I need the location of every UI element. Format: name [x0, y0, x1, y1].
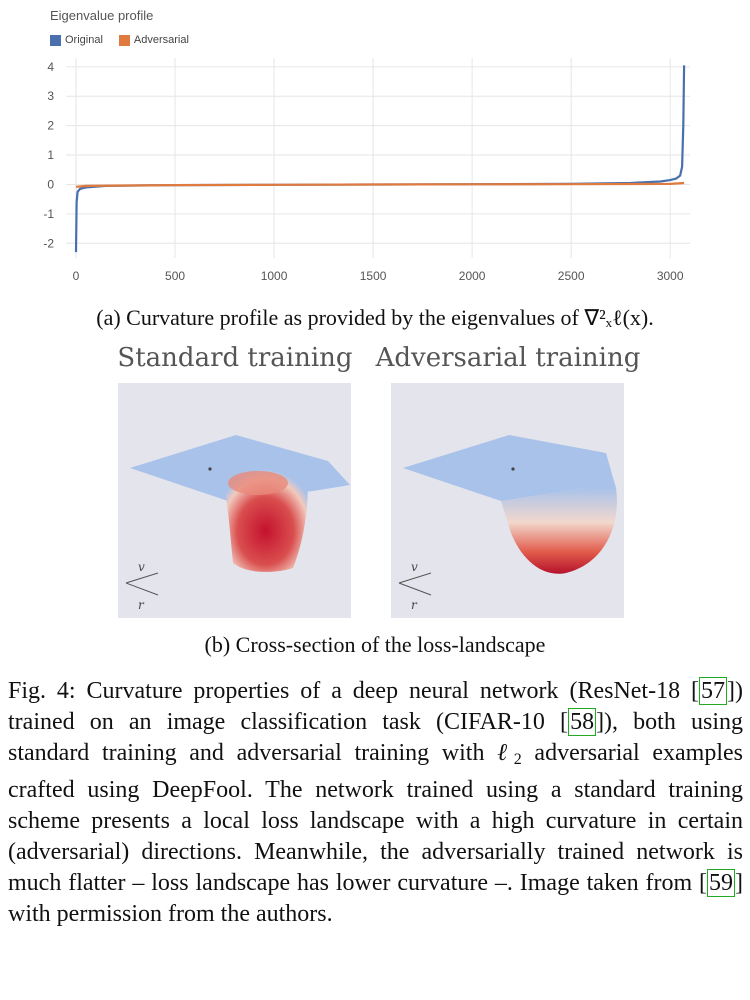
x-tick-label: 0 — [73, 269, 80, 283]
body-part-2: ]) trained on an image classification ta… — [8, 678, 743, 735]
y-tick-label: -1 — [43, 207, 54, 221]
series-line-adversarial — [75, 181, 685, 188]
x-tick-label: 500 — [165, 269, 185, 283]
legend-label-original: Original — [65, 34, 103, 46]
legend-item-adversarial: Adversarial — [118, 34, 189, 46]
citation-59[interactable]: 59 — [707, 869, 735, 897]
figure-caption-body: Fig. 4: Curvature properties of a deep n… — [8, 676, 743, 930]
legend-swatch-adversarial — [118, 34, 130, 46]
standard-training-title: Standard training — [117, 343, 353, 373]
legend-item-original: Original — [50, 34, 103, 46]
ell-subscript: 2 — [513, 751, 522, 768]
body-part-1: Fig. 4: Curvature properties of a deep n… — [8, 678, 700, 704]
chart-legend: Original Adversarial — [50, 34, 189, 46]
y-tick-label: 3 — [47, 89, 54, 103]
adversarial-training-title: Adversarial training — [375, 343, 641, 373]
standard-landscape-image: v r — [118, 383, 351, 618]
y-tick-label: 4 — [47, 60, 54, 74]
legend-swatch-original — [50, 34, 61, 46]
standard-axis-v: v — [138, 560, 145, 574]
body-part-5: ] with permission from the authors. — [8, 870, 743, 927]
x-tick-label: 2000 — [459, 269, 486, 283]
adversarial-landscape-image: v r — [391, 383, 624, 618]
chart-grid — [66, 58, 690, 258]
x-tick-label: 2500 — [558, 269, 585, 283]
series-line-original — [74, 65, 686, 253]
body-part-3: ]), both using standard training and adv… — [8, 709, 743, 766]
y-tick-label: 2 — [47, 119, 54, 133]
body-part-4: adversarial examples crafted using DeepF… — [8, 740, 743, 896]
adversarial-axis-v: v — [411, 560, 418, 574]
caption-a: (a) Curvature profile as provided by the… — [96, 305, 654, 330]
adversarial-axis-r: r — [411, 598, 418, 612]
x-tick-label: 1000 — [261, 269, 288, 283]
y-tick-label: -2 — [43, 236, 54, 250]
y-tick-label: 1 — [47, 148, 54, 162]
standard-axis-r: r — [138, 598, 145, 612]
citation-57[interactable]: 57 — [699, 677, 728, 705]
chart-ticks: 0 500 1000 1500 2000 2500 3000 4 3 2 1 0 -1 -2 — [43, 60, 684, 283]
y-tick-label: 0 — [47, 177, 54, 191]
x-tick-label: 1500 — [360, 269, 387, 283]
chart-series — [74, 65, 686, 253]
caption-b: (b) Cross-section of the loss-landscape — [204, 632, 546, 657]
eigenvalue-chart: 0 500 1000 1500 2000 2500 3000 4 3 2 1 0 -1 -2 — [43, 58, 690, 283]
citation-58[interactable]: 58 — [568, 708, 597, 736]
legend-label-adversarial: Adversarial — [133, 34, 189, 46]
x-tick-label: 3000 — [657, 269, 684, 283]
chart-title: Eigenvalue profile — [50, 8, 154, 23]
ell-symbol: ℓ — [497, 740, 514, 766]
